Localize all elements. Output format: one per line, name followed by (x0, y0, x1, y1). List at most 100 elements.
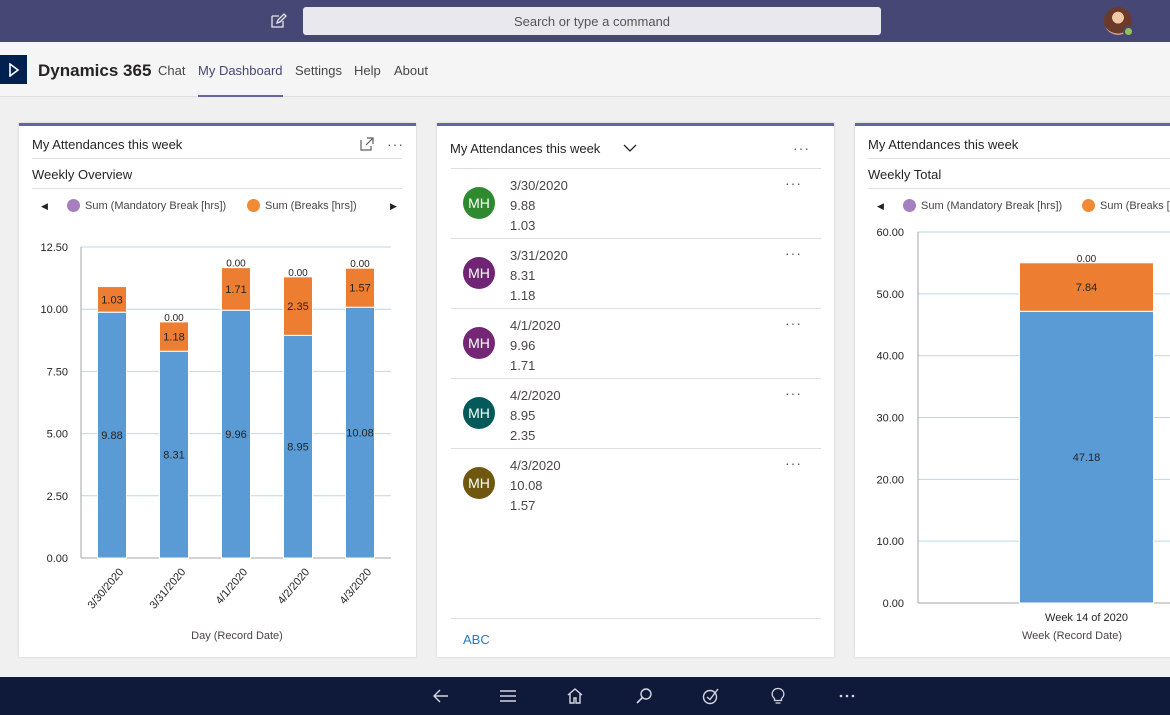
y-tick-label: 2.50 (47, 491, 68, 503)
bar-breaks (1019, 262, 1154, 312)
data-label: 7.84 (1076, 282, 1097, 294)
bar-mandatory-break (97, 311, 127, 559)
item-date: 3/30/2020 (510, 178, 568, 193)
list-item[interactable]: MH 3/30/2020 9.88 1.03 ··· (451, 169, 821, 239)
item-value-1: 9.96 (510, 338, 536, 353)
tab-settings[interactable]: Settings (295, 63, 342, 78)
avatar: MH (463, 397, 495, 429)
data-label: 1.18 (163, 332, 184, 344)
legend-prev-icon[interactable]: ◀ (877, 201, 884, 211)
item-value-2: 2.35 (510, 428, 536, 443)
target-check-icon[interactable] (702, 687, 720, 705)
list-item[interactable]: MH 4/2/2020 8.95 2.35 ··· (451, 379, 821, 449)
more-options-icon[interactable]: ··· (387, 136, 404, 152)
y-tick-label: 0.00 (883, 598, 904, 610)
item-value-2: 1.03 (510, 218, 536, 233)
legend-item-breaks[interactable]: Sum (Breaks [hrs]) (247, 199, 357, 212)
list-item[interactable]: MH 4/1/2020 9.96 1.71 ··· (451, 309, 821, 379)
x-tick-label: Week 14 of 2020 (1045, 612, 1128, 624)
app-name: Dynamics 365 (38, 61, 152, 80)
card-title: My Attendances this week (868, 137, 1019, 152)
data-label: 0.00 (164, 313, 184, 324)
tab-my-dashboard[interactable]: My Dashboard (198, 63, 283, 97)
item-value-2: 1.71 (510, 358, 536, 373)
data-label: 0.00 (226, 259, 246, 270)
legend-item-mandatory[interactable]: Sum (Mandatory Break [hrs]) (67, 199, 226, 212)
item-value-1: 8.31 (510, 268, 536, 283)
avatar: MH (463, 327, 495, 359)
home-icon[interactable] (566, 687, 584, 705)
legend-label: Sum (Mandatory Break [hrs]) (85, 199, 227, 212)
data-label: 10.08 (346, 428, 374, 440)
back-arrow-icon[interactable] (432, 687, 450, 705)
item-date: 4/3/2020 (510, 458, 561, 473)
y-tick-label: 30.00 (876, 413, 904, 425)
data-label: 9.96 (225, 429, 246, 441)
x-tick-label: 4/3/2020 (338, 566, 375, 607)
legend-prev-icon[interactable]: ◀ (41, 201, 48, 211)
bar-mandatory-break (221, 309, 251, 559)
item-date: 3/31/2020 (510, 248, 568, 263)
data-label: 1.03 (101, 294, 122, 306)
search-placeholder: Search or type a command (513, 13, 671, 29)
y-tick-label: 0.00 (47, 553, 68, 565)
y-tick-label: 10.00 (876, 536, 904, 548)
avatar: MH (463, 467, 495, 499)
tab-help[interactable]: Help (354, 63, 381, 78)
lightbulb-icon[interactable] (769, 687, 787, 705)
legend-item-breaks[interactable]: Sum (Breaks [ (1082, 199, 1170, 212)
more-options-icon[interactable]: ··· (785, 245, 802, 261)
data-label: 0.00 (350, 259, 370, 270)
data-label: 0.00 (288, 268, 308, 279)
item-value-2: 1.18 (510, 288, 536, 303)
y-tick-label: 60.00 (876, 227, 904, 239)
item-value-1: 10.08 (510, 478, 543, 493)
chart-subtitle: Weekly Total (868, 167, 942, 182)
more-options-icon[interactable]: ··· (785, 175, 802, 191)
data-label: 1.71 (225, 284, 246, 296)
y-tick-label: 50.00 (876, 289, 904, 301)
card-title: My Attendances this week (450, 141, 601, 156)
legend-dot (903, 199, 916, 212)
user-avatar[interactable] (1104, 7, 1134, 37)
more-options-icon[interactable]: ··· (793, 140, 810, 156)
weekly-total-chart: 0.00 10.00 20.00 30.00 40.00 50.00 60.00 47.18 7… (876, 227, 1170, 642)
tab-chat[interactable]: Chat (158, 63, 186, 78)
more-options-icon[interactable]: ··· (785, 315, 802, 331)
x-tick-label: 4/2/2020 (276, 566, 313, 607)
more-options-icon[interactable]: ··· (785, 385, 802, 401)
title-bar: Search or type a command (0, 0, 1170, 42)
expand-icon[interactable] (360, 137, 374, 151)
tab-about[interactable]: About (394, 63, 428, 78)
list-item[interactable]: MH 4/3/2020 10.08 1.57 ··· (451, 449, 821, 519)
bar-breaks (159, 321, 189, 352)
legend-label: Sum (Breaks [ (1100, 199, 1170, 212)
avatar: MH (463, 187, 495, 219)
legend-dot (247, 199, 260, 212)
legend-next-icon[interactable]: ▶ (390, 201, 397, 211)
data-label: 9.88 (101, 430, 122, 442)
x-tick-label: 4/1/2020 (214, 566, 251, 607)
hamburger-menu-icon[interactable] (499, 687, 517, 705)
data-label: 1.57 (349, 283, 370, 295)
chevron-down-icon[interactable] (623, 143, 637, 153)
list-item[interactable]: MH 3/31/2020 8.31 1.18 ··· (451, 239, 821, 309)
y-tick-label: 40.00 (876, 351, 904, 363)
bar-breaks (97, 286, 127, 313)
app-header: Dynamics 365 Chat My Dashboard Settings … (0, 42, 1170, 97)
view-link[interactable]: ABC (463, 632, 490, 647)
legend-dot (1082, 199, 1095, 212)
more-apps-icon[interactable] (838, 687, 856, 705)
search-icon[interactable] (635, 687, 653, 705)
compose-icon[interactable] (269, 12, 287, 30)
search-input[interactable]: Search or type a command (303, 7, 881, 35)
chart-subtitle: Weekly Overview (32, 167, 133, 182)
attendance-list-card: My Attendances this week ··· MH 3/30/202… (437, 123, 834, 657)
legend-item-mandatory[interactable]: Sum (Mandatory Break [hrs]) (903, 199, 1062, 212)
weekly-overview-card: My Attendances this week ··· Weekly Over… (19, 123, 416, 657)
data-label: 8.31 (163, 450, 184, 462)
data-label: 0.00 (1077, 254, 1097, 265)
x-tick-label: 3/30/2020 (86, 566, 127, 611)
x-axis-label: Week (Record Date) (1022, 630, 1122, 642)
more-options-icon[interactable]: ··· (785, 455, 802, 471)
